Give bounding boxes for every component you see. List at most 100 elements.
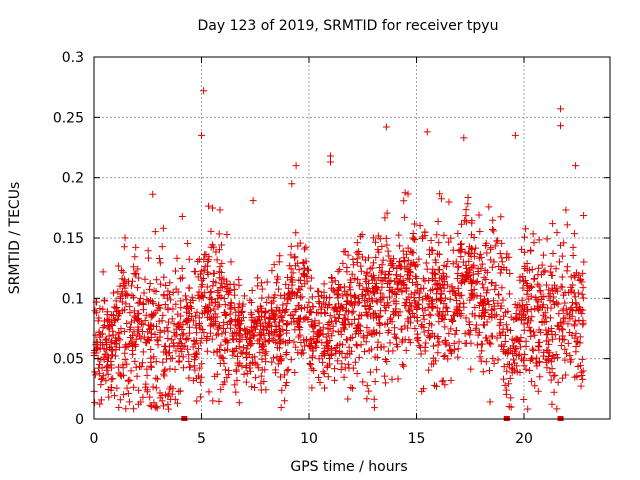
data-point [382,234,390,242]
data-point [454,269,462,277]
data-point [430,270,438,278]
data-point [242,378,250,386]
data-point [340,248,348,256]
data-point [185,284,193,292]
data-point [208,335,216,343]
data-point [557,342,565,350]
data-point [199,293,207,301]
data-point [579,367,587,375]
data-point [196,393,204,401]
data-point [221,328,229,336]
data-point [315,319,323,327]
x-axis-label: GPS time / hours [290,459,407,475]
y-axis: 0 0.05 0.1 0.15 0.2 0.25 0.3 [53,50,610,428]
data-point [200,87,208,95]
data-point [371,275,379,283]
data-point [202,303,210,311]
data-point [568,331,576,339]
data-point [278,313,286,321]
data-point [571,317,579,325]
data-point [188,304,196,312]
data-point [196,364,204,372]
data-point [232,388,240,396]
data-point [412,273,420,281]
data-point [410,235,418,243]
data-point [260,377,268,385]
data-point [271,366,279,374]
data-point [480,306,488,314]
data-point [439,269,447,277]
data-point [441,336,449,344]
data-point [425,366,433,374]
data-point [137,398,145,406]
data-point [217,341,225,349]
data-point [307,361,315,369]
data-point [178,213,186,221]
data-point [161,348,169,356]
data-point [289,269,297,277]
data-point [233,322,241,330]
data-point [283,320,291,328]
data-point [364,280,372,288]
data-point [209,204,217,212]
data-point [282,382,290,390]
data-point [207,288,215,296]
data-point [516,368,524,376]
data-point [440,284,448,292]
data-point [448,315,456,323]
data-point [320,280,328,288]
data-point [211,310,219,318]
data-point [122,290,130,298]
data-point [319,368,327,376]
y-tick-label: 0.05 [53,352,84,368]
data-point [292,343,300,351]
data-point [311,342,319,350]
data-point [137,363,145,371]
data-point [211,372,219,380]
data-point [370,395,378,403]
data-point [343,336,351,344]
data-point [569,243,577,251]
data-point [570,320,578,328]
data-point [419,312,427,320]
data-point [422,259,430,267]
data-point [378,243,386,251]
data-point [335,349,343,357]
data-point [397,280,405,288]
data-point [485,203,493,211]
data-point [143,365,151,373]
data-point [477,357,485,365]
data-point [242,335,250,343]
data-point [302,243,310,251]
data-point [122,405,130,413]
data-point [523,301,531,309]
data-point [227,258,235,266]
data-point [180,330,188,338]
data-point [378,267,386,275]
data-point [299,258,307,266]
data-point [169,288,177,296]
data-point [335,280,343,288]
data-point [172,300,180,308]
data-point [342,320,350,328]
data-point [277,373,285,381]
data-point [281,397,289,405]
data-point [103,366,111,374]
data-point [455,338,463,346]
data-point [576,277,584,285]
data-point [454,263,462,271]
data-point [213,256,221,264]
data-point [520,233,528,241]
data-point [414,280,422,288]
data-point [388,375,396,383]
data-point [273,304,281,312]
y-tick-label: 0.25 [53,110,84,126]
data-point [278,386,286,394]
data-point [334,315,342,323]
data-point [155,301,163,309]
data-point [452,296,460,304]
data-point [146,280,154,288]
data-point [573,372,581,380]
data-point [166,296,174,304]
data-point [243,353,251,361]
